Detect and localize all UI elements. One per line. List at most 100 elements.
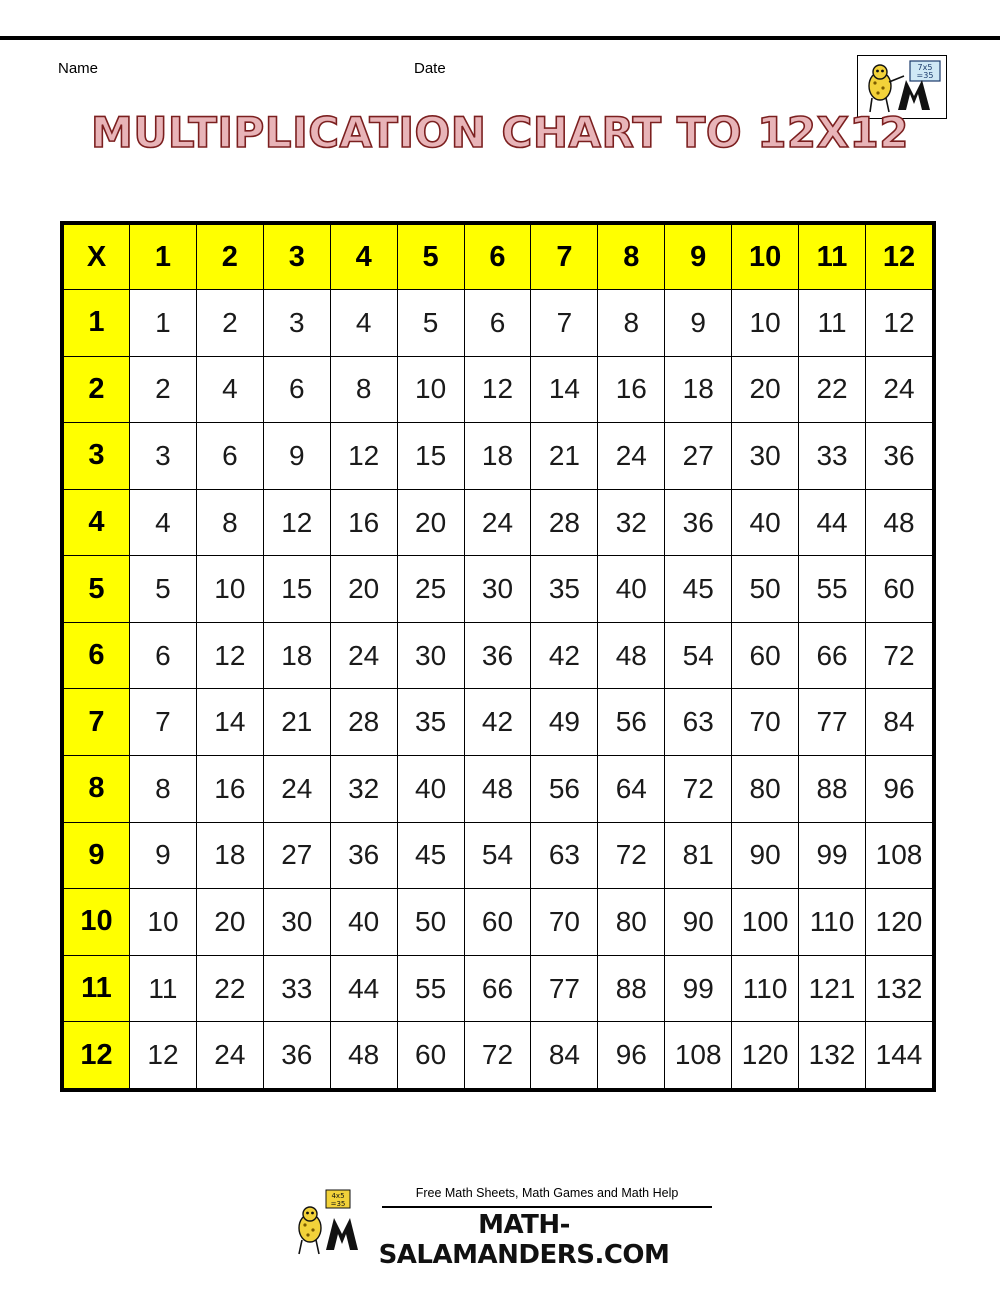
cell: 40 (396, 755, 465, 823)
table-header-row: X 1 2 3 4 5 6 7 8 9 10 11 12 (63, 224, 934, 290)
cell: 11 (129, 954, 197, 1023)
col-header: 11 (798, 224, 866, 290)
cell: 110 (731, 954, 800, 1023)
row-header: 1 (63, 289, 130, 357)
cell: 49 (530, 688, 599, 757)
cell: 36 (864, 422, 934, 490)
cell: 66 (463, 954, 532, 1023)
cell: 70 (530, 888, 599, 956)
cell: 48 (597, 621, 666, 690)
cell: 5 (129, 555, 197, 623)
cell: 36 (664, 488, 733, 557)
table-row: 6 6 12 18 24 30 36 42 48 54 60 66 72 (63, 621, 934, 690)
cell: 36 (329, 821, 398, 890)
cell: 132 (864, 954, 934, 1023)
cell: 20 (731, 355, 800, 424)
cell: 1 (129, 289, 197, 357)
svg-text:4x5: 4x5 (331, 1192, 344, 1200)
cell: 30 (262, 888, 331, 956)
cell: 40 (597, 555, 666, 623)
cell: 63 (530, 821, 599, 890)
cell: 24 (597, 422, 666, 490)
cell: 120 (864, 888, 934, 956)
cell: 32 (329, 755, 398, 823)
cell: 30 (463, 555, 532, 623)
cell: 50 (396, 888, 465, 956)
col-header: 8 (597, 224, 666, 290)
cell: 5 (396, 289, 465, 357)
svg-text:=35: =35 (917, 71, 934, 80)
cell: 110 (798, 888, 866, 956)
cell: 45 (664, 555, 733, 623)
table-row: 3 3 6 9 12 15 18 21 24 27 30 33 36 (63, 422, 934, 490)
cell: 12 (329, 422, 398, 490)
cell: 20 (195, 888, 264, 956)
salamander-logo-icon: 7x5 =35 (858, 56, 946, 118)
cell: 55 (798, 555, 866, 623)
cell: 42 (463, 688, 532, 757)
cell: 99 (798, 821, 866, 890)
cell: 24 (463, 488, 532, 557)
cell: 18 (463, 422, 532, 490)
multiplication-table: X 1 2 3 4 5 6 7 8 9 10 11 12 1 1 (63, 224, 934, 1089)
cell: 4 (195, 355, 264, 424)
cell: 90 (664, 888, 733, 956)
cell: 28 (329, 688, 398, 757)
col-header: 5 (396, 224, 465, 290)
svg-text:=35: =35 (331, 1200, 346, 1208)
table-row: 11 11 22 33 44 55 66 77 88 99 110 121 13… (63, 954, 934, 1023)
cell: 108 (864, 821, 934, 890)
cell: 16 (195, 755, 264, 823)
cell: 72 (597, 821, 666, 890)
cell: 48 (864, 488, 934, 557)
col-header: 9 (664, 224, 733, 290)
cell: 44 (329, 954, 398, 1023)
meta-row: Name Date (0, 60, 1000, 80)
cell: 100 (731, 888, 800, 956)
footer-url[interactable]: MATH-SALAMANDERS.COM (378, 1210, 670, 1270)
footer-logo: 4x5 =35 (290, 1188, 382, 1258)
cell: 70 (731, 688, 800, 757)
cell: 88 (597, 954, 666, 1023)
cell: 80 (731, 755, 800, 823)
col-header: 1 (129, 224, 197, 290)
top-divider (0, 36, 1000, 40)
cell: 14 (530, 355, 599, 424)
cell: 32 (597, 488, 666, 557)
cell: 7 (129, 688, 197, 757)
cell: 3 (129, 422, 197, 490)
cell: 24 (262, 755, 331, 823)
cell: 18 (262, 621, 331, 690)
cell: 81 (664, 821, 733, 890)
cell: 84 (864, 688, 934, 757)
table-row: 5 5 10 15 20 25 30 35 40 45 50 55 60 (63, 555, 934, 623)
col-header: 12 (864, 224, 934, 290)
cell: 30 (731, 422, 800, 490)
cell: 16 (597, 355, 666, 424)
cell: 12 (195, 621, 264, 690)
table-row: 12 12 24 36 48 60 72 84 96 108 120 132 1… (63, 1021, 934, 1089)
footer-divider (382, 1206, 712, 1208)
row-header: 12 (63, 1021, 130, 1089)
cell: 77 (530, 954, 599, 1023)
cell: 60 (731, 621, 800, 690)
cell: 42 (530, 621, 599, 690)
cell: 2 (129, 355, 197, 424)
table-row: 8 8 16 24 32 40 48 56 64 72 80 88 96 (63, 755, 934, 823)
cell: 88 (798, 755, 866, 823)
cell: 35 (396, 688, 465, 757)
col-header: 6 (463, 224, 532, 290)
cell: 12 (463, 355, 532, 424)
table-row: 4 4 8 12 16 20 24 28 32 36 40 44 48 (63, 488, 934, 557)
header-logo: 7x5 =35 (857, 55, 947, 119)
cell: 27 (262, 821, 331, 890)
row-header: 10 (63, 888, 130, 956)
table-row: 7 7 14 21 28 35 42 49 56 63 70 77 84 (63, 688, 934, 757)
cell: 20 (329, 555, 398, 623)
cell: 56 (597, 688, 666, 757)
cell: 120 (731, 1021, 800, 1089)
row-header: 4 (63, 488, 130, 557)
cell: 45 (396, 821, 465, 890)
row-header: 2 (63, 355, 130, 424)
cell: 4 (329, 289, 398, 357)
